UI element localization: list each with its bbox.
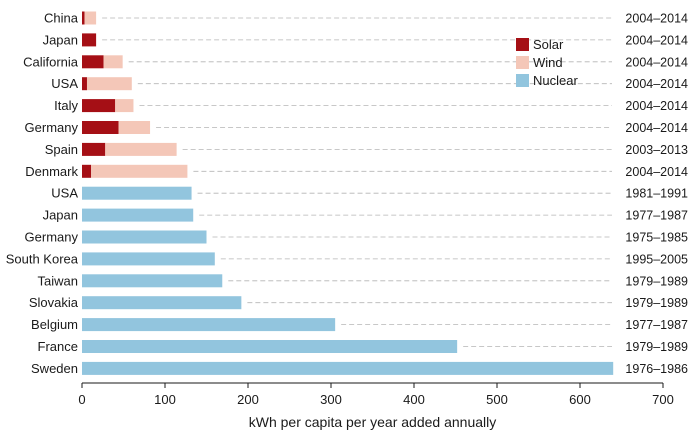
bar-nuclear — [82, 252, 215, 266]
period-label: 1979–1989 — [625, 340, 688, 354]
category-label: Germany — [25, 120, 79, 135]
period-label: 1975–1985 — [625, 231, 688, 245]
category-label: South Korea — [6, 251, 79, 266]
bar-solar — [82, 11, 85, 25]
period-label: 2004–2014 — [625, 77, 688, 91]
bar-solar — [82, 121, 119, 134]
legend-swatch-nuclear — [516, 74, 529, 87]
x-tick-label: 0 — [78, 392, 85, 407]
period-label: 1979–1989 — [625, 296, 688, 310]
category-label: Japan — [43, 32, 78, 47]
period-label: 1979–1989 — [625, 274, 688, 288]
legend-label-wind: Wind — [533, 55, 563, 70]
period-label: 2004–2014 — [625, 121, 688, 135]
bar-nuclear — [82, 361, 614, 375]
x-tick-label: 600 — [569, 392, 591, 407]
legend-label-solar: Solar — [533, 37, 564, 52]
period-label: 2004–2014 — [625, 33, 688, 47]
bar-nuclear — [82, 296, 242, 310]
bar-nuclear — [82, 186, 192, 200]
period-label: 1995–2005 — [625, 252, 688, 266]
bar-nuclear — [82, 340, 458, 353]
x-tick-label: 500 — [486, 392, 508, 407]
bar-nuclear — [82, 274, 223, 288]
category-label: Italy — [54, 98, 78, 113]
period-label: 2004–2014 — [625, 55, 688, 69]
x-axis-ticks: 0 100 200 300 400 500 600 700 — [78, 383, 674, 407]
bar-nuclear — [82, 208, 194, 222]
category-label: Slovakia — [29, 295, 79, 310]
category-label: Denmark — [25, 164, 78, 179]
period-label: 2004–2014 — [625, 12, 688, 26]
bar-solar — [82, 55, 104, 69]
period-label: 2004–2014 — [625, 165, 688, 179]
period-label: 1977–1987 — [625, 318, 688, 332]
bar-wind — [91, 164, 188, 178]
bar-nuclear — [82, 230, 207, 244]
bar-wind — [84, 11, 97, 25]
period-labels: 2004–2014 2004–2014 2004–2014 2004–2014 2004… — [625, 12, 688, 376]
period-label: 1976–1986 — [625, 362, 688, 376]
category-label: Belgium — [31, 317, 78, 332]
legend-label-nuclear: Nuclear — [533, 73, 578, 88]
bar-solar — [82, 99, 116, 113]
bar-wind — [105, 142, 177, 156]
x-tick-label: 100 — [154, 392, 176, 407]
category-label: Taiwan — [38, 273, 78, 288]
bar-solar — [82, 33, 97, 47]
x-tick-label: 700 — [652, 392, 674, 407]
period-label: 2004–2014 — [625, 99, 688, 113]
category-label: China — [44, 11, 79, 26]
x-axis-label: kWh per capita per year added annually — [249, 414, 496, 430]
legend: Solar Wind Nuclear — [516, 37, 578, 88]
category-label: USA — [51, 76, 78, 91]
x-tick-label: 400 — [403, 392, 425, 407]
x-tick-label: 300 — [320, 392, 342, 407]
category-label: Japan — [43, 208, 78, 223]
category-label: Germany — [25, 230, 79, 245]
bar-wind — [118, 121, 151, 134]
bar-nuclear — [82, 318, 336, 332]
period-label: 1977–1987 — [625, 209, 688, 223]
category-label: France — [38, 339, 78, 354]
x-tick-label: 200 — [237, 392, 259, 407]
bar-wind — [86, 77, 132, 91]
period-label: 1981–1991 — [625, 187, 688, 201]
category-label: California — [23, 54, 79, 69]
category-label: USA — [51, 186, 78, 201]
category-label: Sweden — [31, 361, 78, 376]
category-labels: China Japan California USA Italy Germany Spain… — [6, 11, 79, 376]
bars — [82, 11, 614, 375]
bar-wind — [103, 55, 123, 69]
category-label: Spain — [45, 142, 78, 157]
legend-swatch-wind — [516, 56, 529, 69]
period-label: 2003–2013 — [625, 143, 688, 157]
bar-solar — [82, 164, 92, 178]
legend-swatch-solar — [516, 38, 529, 51]
bar-wind — [115, 99, 134, 113]
bar-solar — [82, 142, 106, 156]
bar-solar — [82, 77, 87, 91]
